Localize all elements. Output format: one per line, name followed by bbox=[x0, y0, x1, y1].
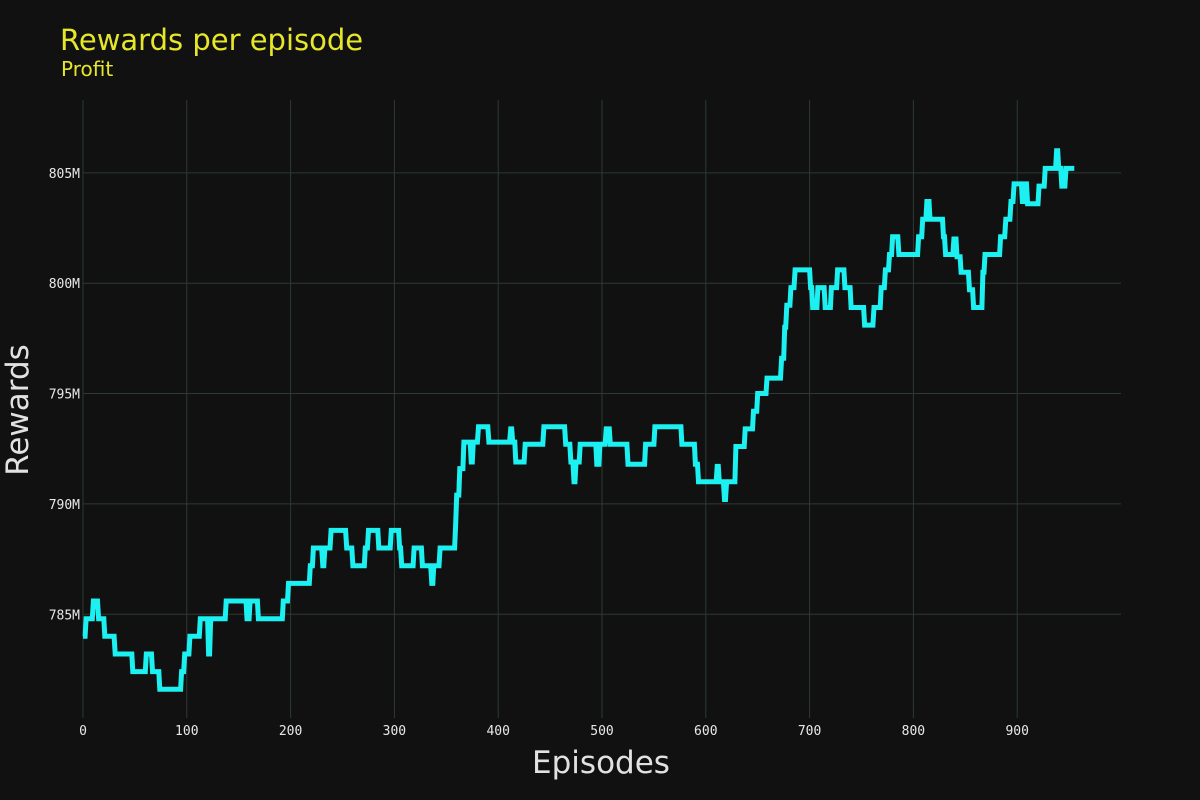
chart-subtitle: Profit bbox=[61, 57, 113, 81]
rewards-series-line bbox=[82, 148, 1075, 692]
series-layer bbox=[82, 148, 1075, 692]
y-tick-label: 795M bbox=[49, 388, 80, 403]
x-tick-label: 300 bbox=[383, 724, 406, 739]
x-tick-label: 100 bbox=[175, 724, 198, 739]
x-tick-label: 400 bbox=[486, 724, 509, 739]
x-tick-label: 500 bbox=[590, 724, 613, 739]
x-tick-label: 700 bbox=[798, 724, 821, 739]
y-tick-label: 805M bbox=[49, 167, 80, 182]
x-tick-label: 800 bbox=[902, 724, 925, 739]
y-tick-label: 800M bbox=[49, 277, 80, 292]
y-axis-ticks: 785M 790M 795M 800M 805M bbox=[49, 167, 80, 623]
x-tick-label: 200 bbox=[279, 724, 302, 739]
x-tick-label: 600 bbox=[694, 724, 717, 739]
chart-title: Rewards per episode bbox=[60, 23, 363, 57]
x-tick-label: 900 bbox=[1005, 724, 1028, 739]
y-tick-label: 790M bbox=[49, 498, 80, 513]
y-tick-label: 785M bbox=[49, 608, 80, 623]
x-tick-label: 0 bbox=[79, 724, 87, 739]
grid bbox=[82, 100, 1121, 718]
x-axis-ticks: 0 100 200 300 400 500 600 700 800 900 bbox=[79, 724, 1029, 739]
x-axis-title: Episodes bbox=[532, 745, 670, 781]
y-axis-title: Rewards bbox=[0, 344, 36, 476]
